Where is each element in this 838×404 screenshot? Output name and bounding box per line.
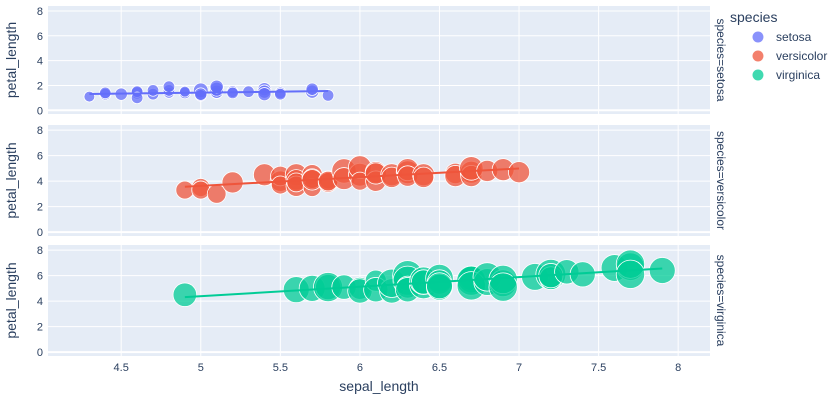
facet-label: species=setosa [714,18,728,101]
data-point-setosa[interactable] [179,85,191,98]
data-point-setosa[interactable] [146,84,160,97]
x-axis-title: sepal_length [339,378,418,394]
data-point-virginica[interactable] [172,282,198,307]
plot-background [48,6,710,114]
y-tick-label: 8 [37,6,43,18]
x-tick-label: 5 [198,362,204,374]
y-tick-label: 8 [37,245,43,257]
data-point-versicolor[interactable] [175,180,195,200]
y-tick-label: 2 [37,202,43,214]
legend[interactable]: species setosa versicolor virginica [730,9,827,82]
y-tick-label: 2 [37,80,43,92]
y-tick-label: 0 [37,105,43,117]
legend-item-versicolor[interactable]: versicolor [752,49,828,63]
legend-marker [752,31,764,43]
data-point-setosa[interactable] [83,90,96,103]
data-point-setosa[interactable] [194,87,208,101]
legend-marker [752,50,764,62]
y-tick-label: 6 [37,271,43,283]
y-tick-label: 0 [37,227,43,239]
trendline-virginica [184,267,663,299]
y-axis-title: petal_length [3,262,19,338]
y-tick-label: 4 [37,296,43,308]
facet-panel-virginica: 0 2 4 6 8 petal_length species=virginica [3,245,728,359]
data-point-setosa[interactable] [274,87,287,101]
data-point-versicolor[interactable] [221,171,244,194]
facet-panel-versicolor: 0 2 4 6 8 petal_length species=versicolor [3,125,728,239]
data-point-versicolor[interactable] [412,166,435,188]
legend-label: virginica [776,68,820,82]
x-tick-label: 6 [357,362,363,374]
legend-item-setosa[interactable]: setosa [752,30,812,44]
data-point-setosa[interactable] [305,82,319,96]
x-axis: 4.5 5 5.5 6 6.5 7 7.5 8 [114,362,682,374]
data-point-virginica[interactable] [488,272,518,302]
data-point-versicolor[interactable] [191,180,211,200]
data-point-setosa[interactable] [257,87,272,102]
legend-marker [752,69,764,81]
y-tick-label: 2 [37,322,43,334]
y-tick-label: 4 [37,176,43,188]
x-tick-label: 8 [675,362,681,374]
y-tick-label: 0 [37,347,43,359]
x-tick-label: 6.5 [432,362,447,374]
data-point-virginica[interactable] [426,272,453,300]
data-point-setosa[interactable] [162,80,176,93]
data-point-virginica[interactable] [615,259,646,289]
y-tick-label: 8 [37,125,43,137]
y-tick-label: 6 [37,31,43,43]
x-tick-label: 4.5 [114,362,129,374]
trendline-setosa [89,90,329,96]
y-axis-title: petal_length [3,142,19,218]
facet-label: species=versicolor [714,131,728,230]
facet-panel-setosa: 0 2 4 6 8 petal_length species=setosa [3,6,728,117]
y-axis-title: petal_length [3,22,19,98]
legend-title: species [730,9,777,25]
x-tick-label: 5.5 [273,362,288,374]
y-tick-label: 4 [37,56,43,68]
x-tick-label: 7.5 [591,362,606,374]
data-point-virginica[interactable] [648,257,676,284]
x-tick-label: 7 [516,362,522,374]
y-tick-label: 6 [37,151,43,163]
data-point-setosa[interactable] [209,79,224,94]
data-point-setosa[interactable] [130,91,144,105]
data-point-versicolor[interactable] [508,161,531,184]
legend-label: setosa [776,30,812,44]
legend-label: versicolor [776,49,827,63]
legend-item-virginica[interactable]: virginica [752,68,821,82]
facet-label: species=virginica [714,255,728,347]
trendline-versicolor [184,167,520,188]
data-point-setosa[interactable] [321,89,335,102]
